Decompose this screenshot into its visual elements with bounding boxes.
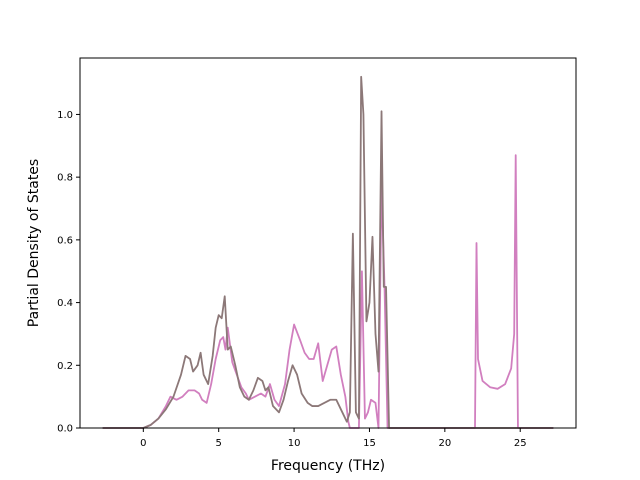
x-axis: 0 5 10 15 20 25 xyxy=(140,428,527,449)
x-tick-label: 25 xyxy=(514,438,527,449)
y-tick-label: 0.2 xyxy=(57,361,73,372)
series-line-2 xyxy=(102,75,554,429)
plot-frame xyxy=(79,57,577,429)
x-axis-label: Frequency (THz) xyxy=(271,458,385,474)
y-tick-label: 0.6 xyxy=(57,235,73,246)
x-tick-label: 5 xyxy=(216,438,222,449)
y-tick-label: 0.8 xyxy=(57,173,73,184)
x-tick-label: 10 xyxy=(288,438,301,449)
y-axis-label: Partial Density of States xyxy=(26,159,42,327)
x-tick-label: 0 xyxy=(140,438,146,449)
y-tick-label: 1.0 xyxy=(57,110,73,121)
y-tick-label: 0.0 xyxy=(57,424,73,435)
y-tick-label: 0.4 xyxy=(57,298,73,309)
x-tick-label: 20 xyxy=(438,438,451,449)
x-tick-label: 15 xyxy=(363,438,376,449)
y-axis: 0.0 0.2 0.4 0.6 0.8 1.0 xyxy=(57,110,80,435)
